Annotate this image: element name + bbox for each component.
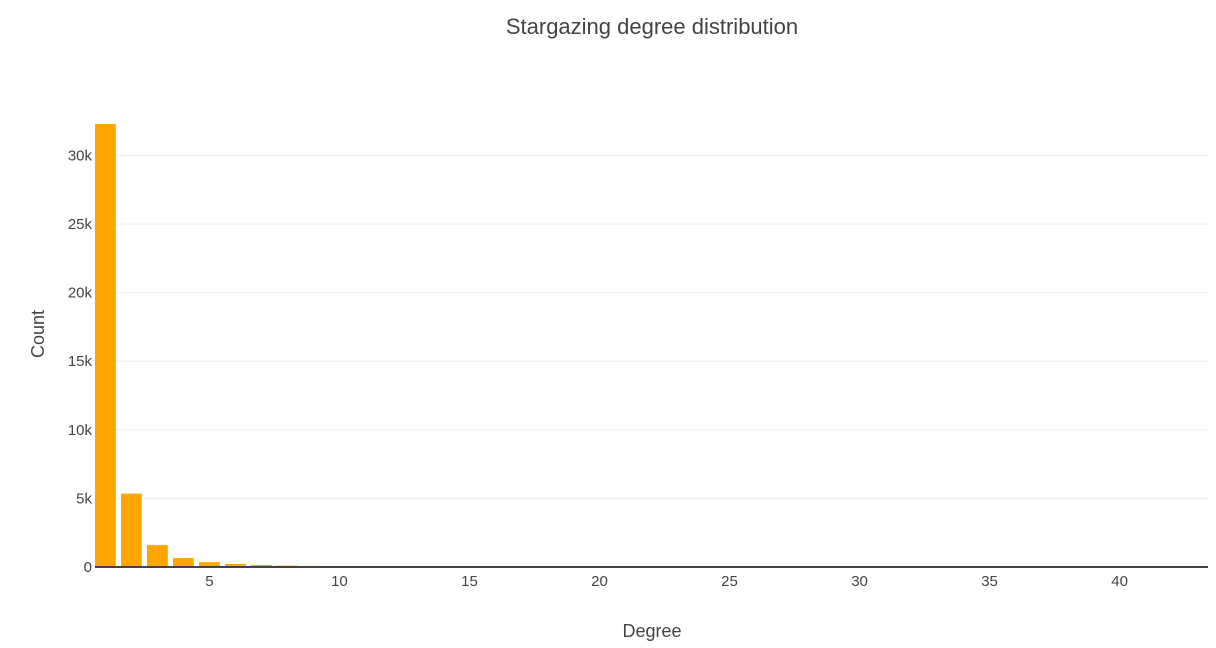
y-tick-label: 25k	[68, 216, 93, 233]
y-tick-label: 30k	[68, 147, 93, 164]
x-tick-label: 35	[981, 573, 998, 590]
bar	[95, 123, 116, 567]
bar	[121, 493, 142, 567]
bars	[95, 123, 1208, 568]
x-tick-label: 40	[1111, 573, 1128, 590]
y-tick-label: 15k	[68, 353, 93, 370]
chart-title: Stargazing degree distribution	[506, 14, 798, 39]
x-tick-label: 30	[851, 573, 868, 590]
bar	[251, 564, 272, 567]
bar	[173, 558, 194, 567]
y-tick-label: 5k	[76, 490, 92, 507]
y-tick-labels: 0 5k 10k 15k 20k 25k 30k	[68, 147, 93, 576]
x-tick-label: 20	[591, 573, 608, 590]
bar	[199, 562, 220, 567]
x-tick-labels: 5 10 15 20 25 30 35 40	[205, 573, 1128, 590]
grid-lines	[95, 154, 1208, 499]
bar	[225, 563, 246, 567]
y-axis-title: Count	[28, 310, 48, 358]
x-axis-title: Degree	[622, 621, 681, 641]
y-tick-label: 20k	[68, 285, 93, 302]
y-tick-label: 0	[84, 559, 92, 576]
x-tick-label: 15	[461, 573, 478, 590]
x-tick-label: 10	[331, 573, 348, 590]
bar	[147, 545, 168, 567]
x-tick-label: 5	[205, 573, 213, 590]
x-tick-label: 25	[721, 573, 738, 590]
y-tick-label: 10k	[68, 422, 93, 439]
